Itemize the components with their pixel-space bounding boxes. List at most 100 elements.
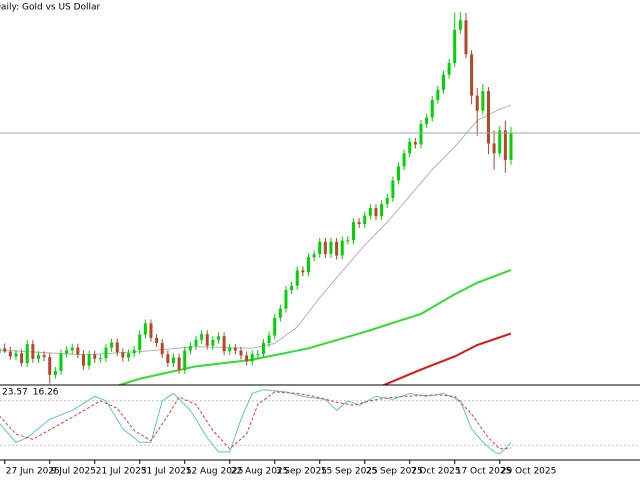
candle-body (351, 222, 355, 241)
candle-body (20, 353, 24, 364)
candle-body (121, 352, 125, 358)
candle-body (143, 323, 147, 335)
x-tick-label: 21 Jul 2025 (96, 467, 147, 477)
candle-body (149, 323, 153, 338)
candle-body (239, 350, 243, 356)
candle-body (53, 370, 57, 375)
candle-body (200, 334, 204, 340)
candle-body (36, 355, 40, 359)
candle-body (87, 354, 91, 366)
candle-body (138, 334, 142, 350)
price-panel (0, 12, 640, 385)
candle-body (425, 117, 429, 124)
candle-body (126, 353, 130, 358)
candle-body (492, 143, 496, 154)
candle-body (273, 317, 277, 336)
candle-body (14, 353, 18, 357)
candle-body (335, 241, 339, 256)
candle-body (188, 346, 192, 351)
candle-body (357, 222, 361, 225)
candle-body (419, 123, 423, 145)
candle-body (132, 349, 136, 354)
x-tick-label: 9 Jul 2025 (51, 467, 96, 477)
indicator-value: 16.26 (33, 388, 59, 398)
candle-body (48, 357, 52, 375)
candle-body (408, 141, 412, 154)
candle-body (340, 240, 344, 256)
indicator-line (0, 391, 512, 450)
candle-body (447, 62, 451, 75)
candle-body (233, 347, 237, 351)
candle-body (211, 339, 215, 346)
candle-body (194, 339, 198, 347)
candle-body (458, 20, 462, 30)
candle-body (441, 74, 445, 90)
indicator-line (116, 269, 512, 385)
candle-body (374, 208, 378, 217)
x-tick-label: 7 Oct 2025 (411, 467, 461, 477)
candle-body (301, 270, 305, 273)
candle-body (31, 344, 35, 359)
candle-body (323, 241, 327, 254)
x-tick-label: 29 Oct 2025 (501, 467, 557, 477)
candle-body (346, 240, 350, 242)
candle-body (295, 270, 299, 286)
candle-body (312, 254, 316, 258)
candle-body (177, 357, 181, 370)
candle-body (385, 197, 389, 205)
candle-body (115, 342, 119, 353)
candle-body (222, 336, 226, 352)
candle-body (278, 308, 282, 318)
candle-body (25, 344, 29, 364)
candle-body (110, 342, 114, 348)
candle-body (464, 20, 468, 55)
candle-body (205, 334, 209, 346)
candle-body (0, 348, 1, 354)
candle-body (475, 95, 479, 111)
candle-body (391, 180, 395, 198)
x-tick-label: 12 Aug 2025 (186, 467, 244, 477)
candle-body (183, 350, 187, 370)
indicator-line (381, 332, 512, 385)
x-tick-label: 17 Oct 2025 (456, 467, 512, 477)
candle-body (3, 348, 7, 352)
candle-body (290, 285, 294, 290)
x-tick-label: 15 Sep 2025 (321, 467, 378, 477)
candle-body (498, 130, 502, 154)
candle-body (318, 241, 322, 255)
candle-body (59, 353, 63, 371)
candle-body (396, 166, 400, 181)
candle-body (65, 350, 69, 354)
indicator-line (0, 389, 512, 455)
candle-body (93, 354, 97, 359)
candle-body (368, 208, 372, 216)
candle-body (503, 130, 507, 160)
candle-body (509, 133, 513, 160)
candle-body (430, 99, 434, 118)
candle-body (329, 241, 333, 254)
candle-body (216, 336, 220, 340)
indicator-value: 23.57 (2, 388, 28, 398)
candle-body (160, 343, 164, 355)
candle-body (81, 354, 85, 366)
candle-body (155, 337, 159, 344)
x-tick-label: 31 Jul 2025 (141, 467, 192, 477)
candle-body (8, 351, 12, 357)
x-tick-label: 25 Sep 2025 (366, 467, 423, 477)
candle-body (306, 257, 310, 273)
candle-body (380, 204, 384, 217)
x-tick-label: 3 Sep 2025 (276, 467, 327, 477)
candle-body (267, 335, 271, 344)
candle-body (413, 141, 417, 145)
candle-body (436, 89, 440, 100)
candle-body (402, 153, 406, 167)
candle-body (470, 54, 474, 96)
candle-body (363, 215, 367, 225)
candle-body (453, 29, 457, 63)
candle-body (261, 343, 265, 354)
candle-body (76, 347, 80, 355)
candle-body (70, 347, 74, 351)
candle-body (171, 357, 175, 364)
